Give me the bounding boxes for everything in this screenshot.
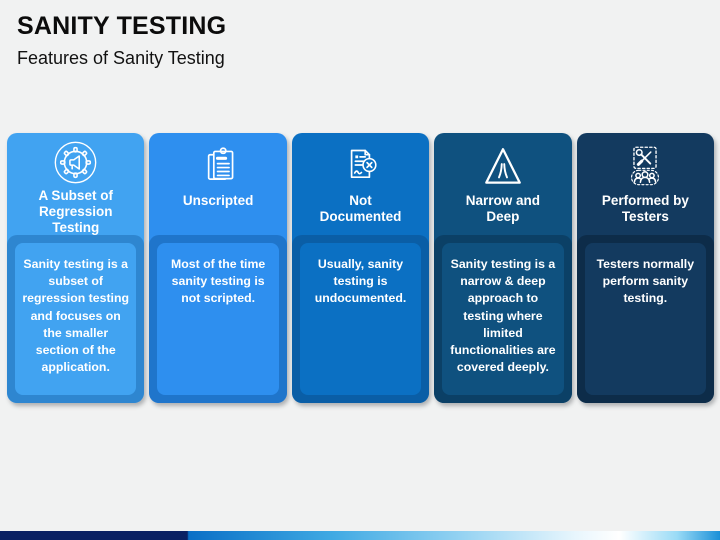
card-description: Most of the time sanity testing is not s… — [157, 243, 279, 395]
tools-team-icon — [621, 139, 669, 191]
card-header: Narrow and Deep — [434, 133, 571, 235]
card-body-panel: Most of the time sanity testing is not s… — [149, 235, 287, 403]
narrow-road-sign-icon — [480, 139, 526, 191]
card-header: Performed by Testers — [577, 133, 714, 235]
page-subtitle: Features of Sanity Testing — [17, 48, 225, 68]
card-performed-by-testers: Performed by Testers Testers normally pe… — [576, 133, 715, 403]
card-description: Testers normally perform sanity testing. — [584, 243, 707, 395]
card-body-panel: Sanity testing is a subset of regression… — [7, 235, 145, 403]
card-description: Usually, sanity testing is undocumented. — [299, 243, 422, 395]
card-header: Unscripted — [149, 133, 286, 235]
clipboard-pages-icon — [196, 139, 241, 191]
card-unscripted: Unscripted Most of the time sanity testi… — [149, 133, 287, 403]
footer-gradient-bar — [0, 531, 720, 540]
card-title: Unscripted — [182, 193, 254, 208]
page-title: SANITY TESTING — [17, 12, 227, 40]
card-narrow-and-deep: Narrow and Deep Sanity testing is a narr… — [434, 133, 572, 403]
card-header: Not Documented — [292, 133, 429, 235]
card-title: A Subset of Regression Testing — [38, 188, 113, 235]
card-title: Performed by Testers — [601, 193, 689, 224]
card-description: Sanity testing is a narrow & deep approa… — [442, 243, 564, 395]
card-subset-of-regression-testing: A Subset of Regression Testing Sanity te… — [7, 133, 145, 403]
megaphone-gear-icon — [52, 139, 99, 186]
card-header: A Subset of Regression Testing — [7, 133, 144, 235]
card-body-panel: Usually, sanity testing is undocumented. — [291, 235, 430, 403]
feature-cards-row: A Subset of Regression Testing Sanity te… — [7, 133, 715, 403]
card-not-documented: Not Documented Usually, sanity testing i… — [291, 133, 430, 403]
card-title: Not Documented — [319, 193, 402, 224]
document-cancel-icon — [338, 139, 383, 191]
card-description: Sanity testing is a subset of regression… — [15, 243, 137, 395]
card-title: Narrow and Deep — [465, 193, 541, 224]
card-body-panel: Testers normally perform sanity testing. — [576, 235, 715, 403]
card-body-panel: Sanity testing is a narrow & deep approa… — [434, 235, 572, 403]
